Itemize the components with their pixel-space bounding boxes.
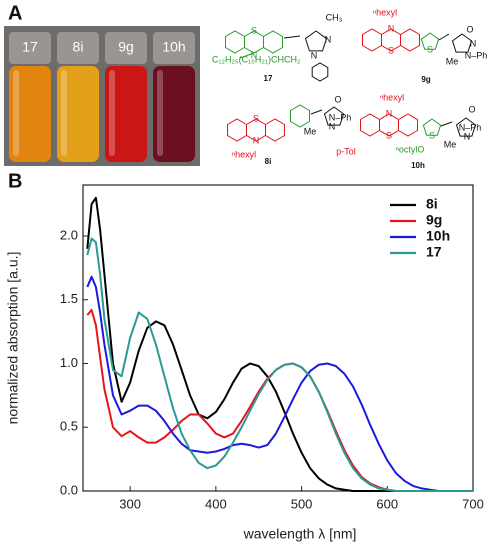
structure-text: O bbox=[466, 24, 473, 34]
panel-label: A bbox=[8, 2, 22, 24]
vial-label: 8i bbox=[73, 39, 84, 55]
structure-label: 17 bbox=[264, 74, 273, 83]
legend-label: 17 bbox=[426, 244, 442, 260]
structure-text: S bbox=[253, 113, 259, 123]
ring bbox=[311, 62, 329, 82]
series-line bbox=[86, 237, 473, 492]
structure-text: N bbox=[251, 50, 258, 60]
structure-text: N–Ph bbox=[329, 112, 352, 122]
structure-text: N bbox=[311, 50, 318, 60]
structure-text: N bbox=[329, 121, 336, 131]
vial-cap bbox=[9, 32, 51, 64]
vial-glass bbox=[13, 70, 19, 156]
ring bbox=[290, 104, 310, 128]
vial-liquid bbox=[105, 66, 147, 162]
structure-text: S bbox=[429, 130, 435, 140]
structure-text: ⁿhexyl bbox=[373, 7, 397, 17]
structure-text: Me bbox=[304, 126, 317, 136]
y-tick-label: 0.5 bbox=[60, 419, 78, 434]
structure-text: Me bbox=[446, 56, 459, 66]
ring bbox=[263, 30, 283, 54]
ring bbox=[400, 28, 420, 52]
structure-label: 10h bbox=[411, 161, 425, 170]
x-tick-label: 500 bbox=[291, 496, 313, 511]
ring bbox=[225, 30, 245, 54]
ring bbox=[362, 28, 382, 52]
vial-label: 9g bbox=[118, 39, 134, 55]
structure-text: N bbox=[253, 135, 260, 145]
x-tick-label: 400 bbox=[205, 496, 227, 511]
panel-label: B bbox=[8, 170, 22, 192]
ring bbox=[422, 118, 442, 136]
legend-label: 9g bbox=[426, 212, 442, 228]
vial-label: 17 bbox=[22, 39, 38, 55]
bond bbox=[440, 121, 453, 127]
y-tick-label: 0.0 bbox=[60, 482, 78, 497]
vial-cap bbox=[105, 32, 147, 64]
vial-liquid bbox=[9, 66, 51, 162]
legend-label: 10h bbox=[426, 228, 450, 244]
plot-frame bbox=[82, 184, 474, 492]
vial-glass bbox=[109, 70, 115, 156]
ring bbox=[360, 113, 380, 137]
series-line bbox=[86, 196, 473, 492]
x-axis-label: wavelength λ [nm] bbox=[243, 526, 357, 542]
ring bbox=[420, 32, 440, 50]
series-line bbox=[86, 275, 473, 492]
structure-text: N bbox=[386, 108, 393, 118]
vial-liquid bbox=[57, 66, 99, 162]
structure-text: ⁿoctylO bbox=[396, 144, 425, 154]
ring bbox=[227, 118, 247, 142]
structure-text: N bbox=[325, 34, 332, 44]
bond bbox=[283, 35, 301, 39]
ring bbox=[398, 113, 418, 137]
y-axis-label: normalized absorption [a.u.] bbox=[5, 252, 21, 425]
structure-label: 8i bbox=[265, 157, 272, 166]
structure-text: ⁿhexyl bbox=[232, 149, 256, 159]
legend-label: 8i bbox=[426, 196, 438, 212]
ring bbox=[455, 117, 477, 137]
structure-text: N–Ph bbox=[465, 50, 488, 60]
vial-glass bbox=[157, 70, 163, 156]
structure-text: C₁₂H₂₅(C₁₀H₂₁)CHCH₂ bbox=[212, 54, 301, 64]
bond bbox=[310, 109, 323, 115]
x-tick-label: 300 bbox=[119, 496, 141, 511]
y-tick-label: 1.0 bbox=[60, 355, 78, 370]
structure-text: N bbox=[464, 131, 471, 141]
structure-text: S bbox=[388, 45, 394, 55]
vial-glass bbox=[61, 70, 67, 156]
ring bbox=[323, 106, 345, 126]
vial-liquid bbox=[153, 66, 195, 162]
vial-cap bbox=[153, 32, 195, 64]
vial-cap bbox=[57, 32, 99, 64]
y-tick-label: 1.5 bbox=[60, 291, 78, 306]
bond bbox=[239, 52, 255, 59]
structure-text: N–Ph bbox=[459, 122, 482, 132]
ring bbox=[304, 30, 328, 52]
structure-text: S bbox=[251, 25, 257, 35]
ring bbox=[451, 33, 473, 53]
structure-text: N bbox=[388, 23, 395, 33]
structure-label: 9g bbox=[421, 75, 430, 84]
structure-text: p-Tol bbox=[336, 146, 356, 156]
vial-label: 10h bbox=[162, 39, 185, 55]
bond bbox=[438, 33, 450, 41]
structure-text: O bbox=[468, 104, 475, 114]
structure-text: N bbox=[470, 38, 477, 48]
y-tick-label: 2.0 bbox=[60, 227, 78, 242]
x-tick-label: 700 bbox=[462, 496, 484, 511]
structure-text: ⁿhexyl bbox=[380, 92, 404, 102]
structure-text: O bbox=[334, 94, 341, 104]
structure-text: S bbox=[427, 44, 433, 54]
structure-text: S bbox=[386, 130, 392, 140]
structure-text: Me bbox=[444, 139, 457, 149]
ring bbox=[265, 118, 285, 142]
x-tick-label: 600 bbox=[376, 496, 398, 511]
structure-text: CH₃ bbox=[326, 12, 343, 22]
